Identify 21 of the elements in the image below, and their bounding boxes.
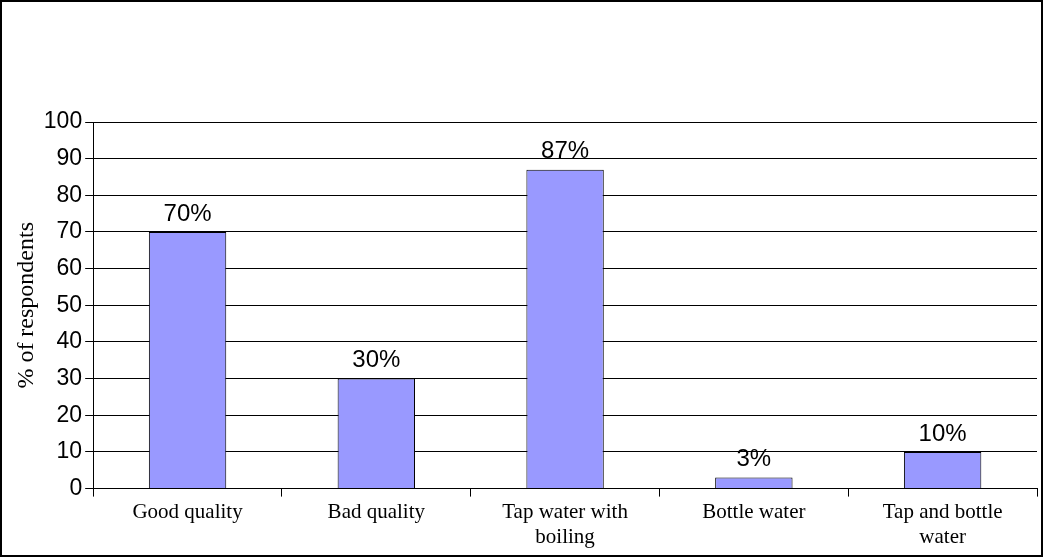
x-tick-label: Tap and bottle water [882, 498, 1003, 548]
y-tick-label: 50 [56, 290, 83, 317]
x-tick-label: Good quality [132, 498, 244, 523]
y-tick-label: 10 [56, 437, 83, 464]
data-label: 70% [163, 198, 212, 226]
y-tick-label: 40 [56, 327, 83, 354]
x-tick-label: Bottle water [702, 498, 806, 523]
y-tick-label: 70 [56, 217, 83, 244]
y-tick-label: 100 [43, 107, 83, 134]
x-tick-label: Bad quality [327, 498, 426, 523]
data-label: 87% [541, 136, 590, 164]
y-tick-label: 20 [56, 400, 83, 427]
y-tick-label: 60 [56, 253, 83, 280]
y-tick-label: 90 [56, 144, 83, 170]
y-axis-title: % of respondents [11, 221, 38, 389]
y-tick-label: 80 [56, 180, 83, 207]
y-tick-label: 30 [56, 363, 83, 390]
data-label: 10% [918, 418, 967, 446]
data-label: 30% [352, 345, 401, 373]
x-tick-label: Tap water with boiling [502, 498, 629, 548]
y-tick-label: 0 [69, 473, 83, 500]
